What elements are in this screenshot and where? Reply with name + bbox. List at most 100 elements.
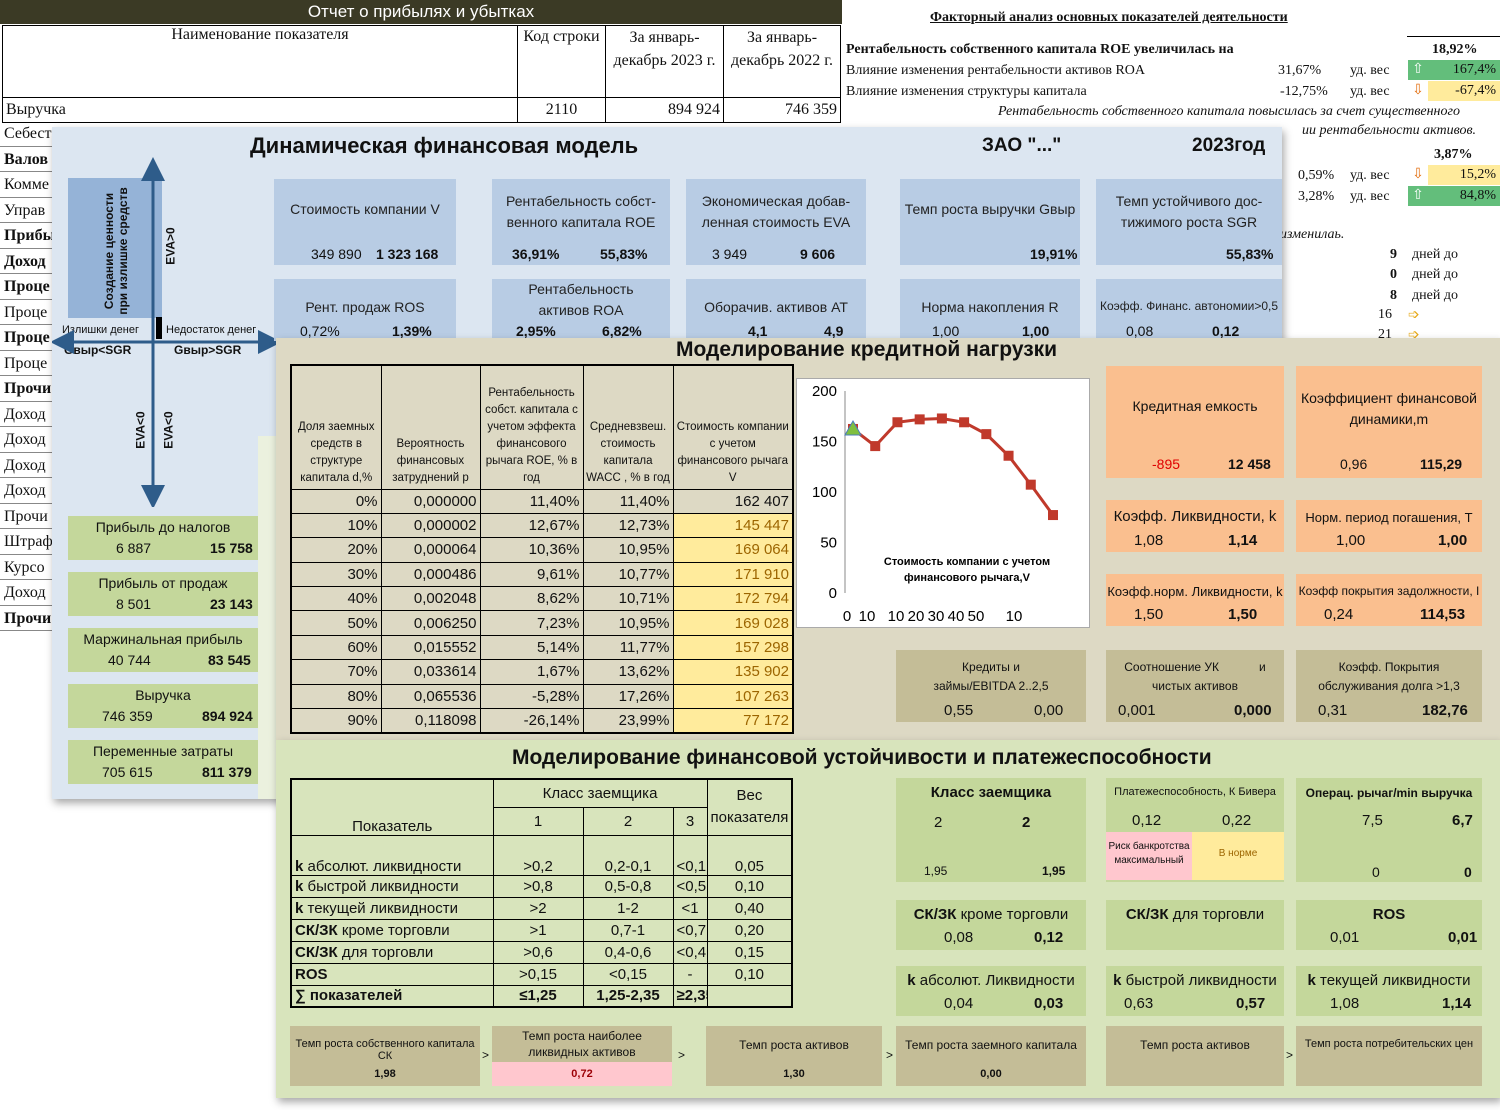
- stability-cell: 0,2-0,1: [582, 834, 674, 876]
- credit-table-row: 30% 0,000486 9,61% 10,77% 171 910: [290, 561, 794, 588]
- box-current-liquidity: k текущей ликвидности 1,08 1,14: [1296, 966, 1482, 1016]
- fa-day-n: 0: [1390, 267, 1397, 282]
- box-op-lever: Операц. рычаг/min выручка 7,5 6,7 0 0: [1296, 778, 1482, 882]
- stability-table: Показатель Класс заемщика Вес показателя…: [290, 778, 794, 1008]
- quadrant-marker: [156, 317, 162, 339]
- box-v2: 0,22: [1222, 812, 1252, 829]
- box-growth-assets: Темп роста активов 1,30: [706, 1026, 882, 1086]
- box-borrower-class: Класс заемщика 2 2 1,95 1,95: [896, 778, 1086, 882]
- credit-table-cell: 0%: [290, 488, 382, 514]
- box-s2: 0: [1464, 864, 1472, 880]
- dm-company: ЗАО "...": [982, 135, 1062, 156]
- stability-cell: <0,7: [672, 918, 708, 942]
- credit-table-cell: 135 902: [672, 659, 794, 685]
- box-v1: 0,63: [1124, 995, 1154, 1012]
- gv-lt-label: Gвыр<SGR: [64, 343, 132, 357]
- sm-label-rest: быстрой ликвидности: [1125, 972, 1277, 989]
- credit-table-cell: 169 064: [672, 537, 794, 563]
- data-point: [870, 441, 881, 452]
- box-growth-liquid-assets: Темп роста наиболее ликвидных активов 0,…: [492, 1026, 672, 1086]
- credit-table-cell: 60%: [290, 634, 382, 661]
- credit-table-cell: 10,77%: [582, 561, 674, 588]
- box-v1: 7,5: [1362, 812, 1383, 829]
- box-v: 1,98: [374, 1068, 396, 1080]
- credit-table-cell: 80%: [290, 683, 382, 710]
- box-debt-coverage: Коэфф покрытия задолжности, I 0,24 114,5…: [1296, 574, 1482, 626]
- credit-table-cell: 23,99%: [582, 708, 674, 734]
- credit-table-cell: -5,28%: [479, 683, 584, 710]
- credit-table-cell: 17,26%: [582, 683, 674, 710]
- fa-val3: 3,87%: [1434, 147, 1473, 162]
- box-label: Рент. продаж ROS: [305, 299, 425, 315]
- indicator-bold: k: [295, 857, 304, 875]
- fa-line4-unit: уд. вес: [1350, 189, 1390, 204]
- indicator-bold: СК/ЗК: [295, 943, 338, 961]
- box-label: Темп роста потребительских цен: [1304, 1038, 1474, 1050]
- pl-row: Штраф: [0, 529, 60, 555]
- credit-model-panel: Моделирование кредитной нагрузки Доля за…: [276, 338, 1500, 740]
- y-tick-label: 100: [812, 484, 837, 501]
- box-norm-liquidity: Коэфф.норм. Ликвидности, k 1,50 1,50: [1106, 574, 1284, 626]
- pl-row: Управ: [0, 198, 60, 223]
- box-v2: 9 606: [800, 246, 836, 262]
- box-v2: 0,00: [1034, 702, 1064, 719]
- pl-row-labels: Себест Валов Комме Управ Прибы Доход Про…: [0, 121, 60, 631]
- stability-indicator-cell: СК/ЗК для торговли: [290, 940, 494, 964]
- credit-table-cell: 11,77%: [582, 634, 674, 661]
- pl-row: Доход: [0, 402, 60, 427]
- fa-line2-value: -12,75%: [1280, 84, 1328, 99]
- box-label: Темп роста заемного капитала: [905, 1038, 1077, 1052]
- box-v2: 83 545: [208, 652, 251, 668]
- box-v2: 55,83%: [1226, 246, 1274, 262]
- pl-col-name: Наименование показателя: [2, 25, 518, 98]
- fa-line2-label: Влияние изменения структуры капитала: [846, 84, 1087, 99]
- value-creation-box: [68, 178, 162, 318]
- st-class-num: 3: [672, 806, 708, 836]
- box-label: Рентабельность собст-венного капитала RO…: [506, 193, 656, 230]
- box-ros-small: ROS 0,01 0,01: [1296, 900, 1482, 950]
- indicator-bold: СК/ЗК: [295, 921, 338, 939]
- fa-line4-share: 84,8%: [1428, 186, 1500, 206]
- stability-table-row: СК/ЗК для торговли >0,6 0,4-0,6 <0,4 0,15: [290, 940, 794, 964]
- pl-row: Прочи: [0, 606, 60, 631]
- box-label: Коэффициент финансовой динамики,m: [1300, 390, 1478, 427]
- box-sgr: Темп устойчивого дос-тижимого роста SGR …: [1096, 179, 1282, 265]
- credit-table-cell: 0,000486: [380, 561, 481, 588]
- box-label: Рентабельность активов ROA: [528, 281, 634, 318]
- credit-table-cell: 20%: [290, 537, 382, 563]
- sm-bold: k: [907, 972, 916, 989]
- box-v1: 0,55: [944, 702, 974, 719]
- credit-table-cell: 0,065536: [380, 683, 481, 710]
- fa-line4-value: 3,28%: [1298, 189, 1335, 204]
- pl-row: Курсо: [0, 555, 60, 580]
- arrow-down-icon: ⇩: [1412, 167, 1424, 182]
- credit-table-cell: 10,95%: [582, 537, 674, 563]
- credit-table-cell: 145 447: [672, 512, 794, 539]
- box-s1: 0: [1372, 864, 1380, 880]
- fa-line2-unit: уд. вес: [1350, 84, 1390, 99]
- credit-table-cell: 12,73%: [582, 512, 674, 539]
- box-v: 0,00: [980, 1068, 1002, 1080]
- credit-table-row: 50% 0,006250 7,23% 10,95% 169 028: [290, 610, 794, 636]
- box-v2: 15 758: [210, 540, 253, 556]
- ct-header: Средневзвеш. стоимость капитала WACC , %…: [582, 364, 674, 490]
- box-growth-assets-2: Темп роста активов: [1106, 1026, 1284, 1086]
- indicator-bold: k: [295, 877, 304, 895]
- box-v2: 0,01: [1448, 929, 1478, 946]
- box-abs-liquidity: k абсолют. Ликвидности 0,04 0,03: [896, 966, 1086, 1016]
- box-v1: 36,91%: [512, 246, 560, 262]
- ct-header: Вероятность финансовых затруднений p: [380, 364, 481, 490]
- gt-symbol: >: [482, 1048, 490, 1062]
- box-v2: 1,00: [1438, 532, 1468, 549]
- st-col-class: Класс заемщика: [492, 778, 708, 808]
- ct-body: 0% 0,000000 11,40% 11,40% 162 407 10% 0,000002…: [290, 488, 794, 734]
- credit-table-cell: 0,000000: [380, 488, 481, 514]
- box-quick-liquidity: k быстрой ликвидности 0,63 0,57: [1106, 966, 1284, 1016]
- surplus-label: Излишки денег: [62, 324, 139, 336]
- fa-roe-line: Рентабельность собственного капитала ROE…: [846, 42, 1234, 57]
- data-point: [1048, 510, 1058, 521]
- box-v1: -895: [1152, 456, 1181, 472]
- stability-cell: ≤1,25: [492, 984, 584, 1008]
- box-label: Прибыль до налогов: [95, 519, 231, 535]
